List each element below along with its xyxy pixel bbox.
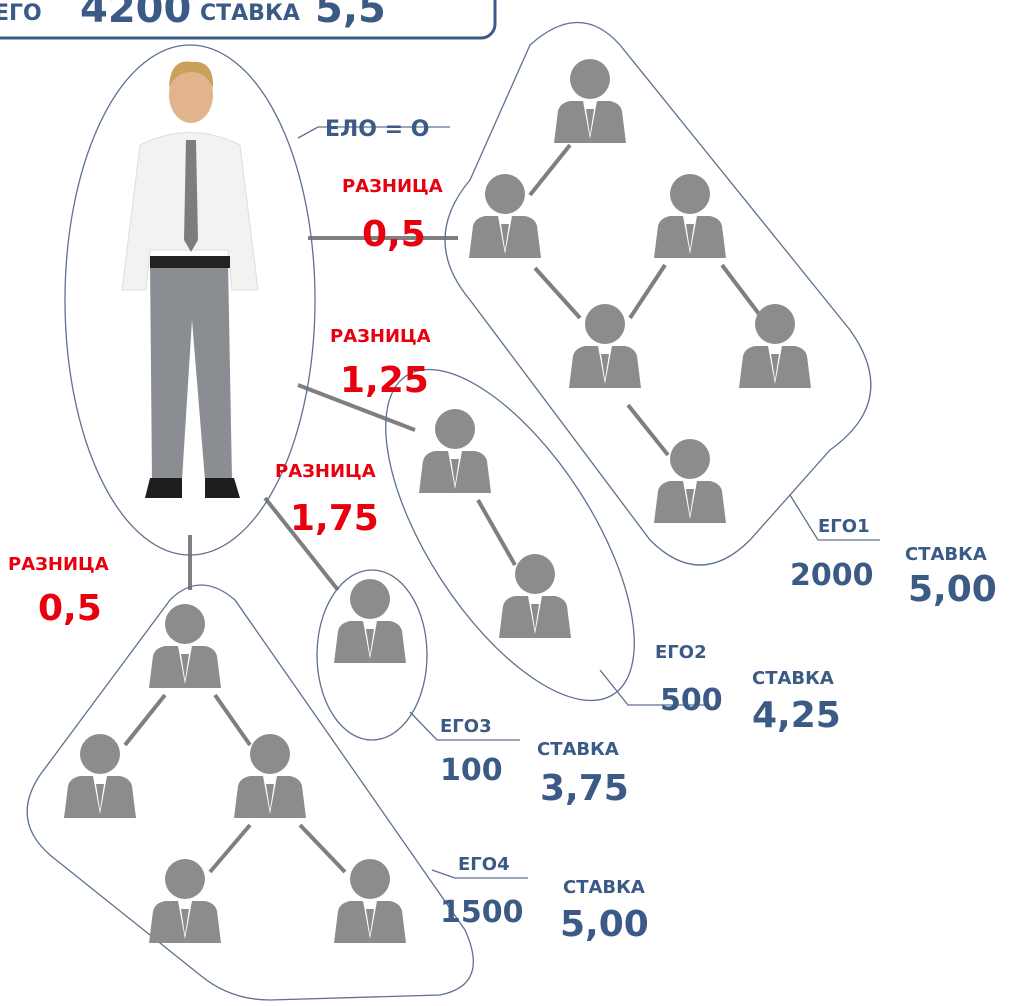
group-ego: ЕГО4: [458, 854, 510, 875]
group-ego: ЕГО2: [655, 642, 707, 663]
group-rate-label: СТАВКА: [905, 544, 987, 565]
top-rate-label: СТАВКА: [200, 1, 300, 26]
diagram: ЕГО 4200 СТАВКА 5,5 ЕЛО = О РАЗНИЦА 0,5 …: [0, 0, 1017, 1006]
group-rate-label: СТАВКА: [563, 877, 645, 898]
difference-value: 1,75: [290, 498, 379, 539]
group-value: 500: [660, 683, 723, 718]
group-rate: 5,00: [908, 569, 997, 610]
difference-label: РАЗНИЦА: [342, 176, 443, 197]
top-rate-value: 5,5: [315, 0, 386, 32]
group-rate: 4,25: [752, 695, 841, 736]
person: [122, 62, 258, 498]
group-ego: ЕГО3: [440, 716, 492, 737]
top-ego-value: 4200: [80, 0, 191, 32]
difference-value: 1,25: [340, 360, 429, 401]
group-value: 1500: [440, 895, 524, 930]
top-box: ЕГО 4200 СТАВКА 5,5: [0, 0, 495, 38]
difference-label: РАЗНИЦА: [330, 326, 431, 347]
group-ego: ЕГО1: [818, 516, 870, 537]
group-rate-label: СТАВКА: [752, 668, 834, 689]
difference-value: 0,5: [38, 588, 102, 629]
group-value: 100: [440, 753, 503, 788]
difference-label: РАЗНИЦА: [8, 554, 109, 575]
group-rate-label: СТАВКА: [537, 739, 619, 760]
group-rate: 5,00: [560, 904, 649, 945]
group-rate: 3,75: [540, 768, 629, 809]
difference-label: РАЗНИЦА: [275, 461, 376, 482]
group-value: 2000: [790, 558, 874, 593]
difference-value: 0,5: [362, 214, 426, 255]
top-ego-label: ЕГО: [0, 1, 42, 26]
elo-label: ЕЛО = О: [325, 117, 429, 142]
